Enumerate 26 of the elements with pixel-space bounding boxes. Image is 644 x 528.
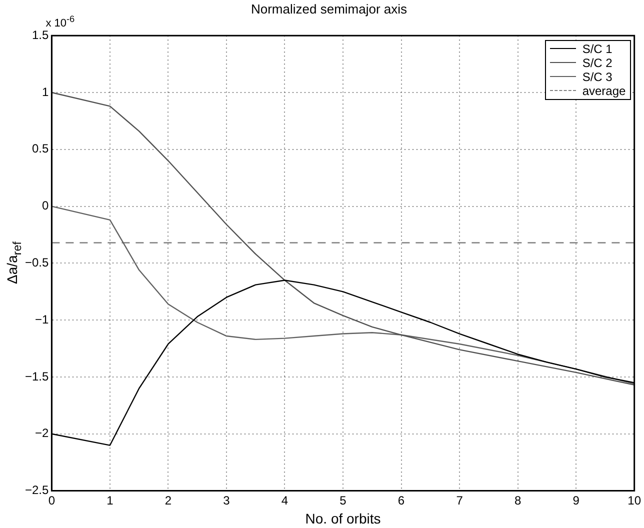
y-tick-label: 1 <box>42 84 49 99</box>
x-axis-title: No. of orbits <box>305 510 381 526</box>
legend-label: S/C 1 <box>582 42 612 56</box>
text: x 10$^{-6}$ <box>46 14 75 30</box>
x-tick-label: 5 <box>340 493 347 508</box>
x-tick-label: 2 <box>164 493 172 508</box>
y-tick-label: −1 <box>35 312 50 326</box>
x-tick-label: 6 <box>398 493 405 508</box>
legend-label: S/C 2 <box>582 56 612 70</box>
legend-label: S/C 3 <box>582 70 612 84</box>
x-tick-label: 1 <box>106 493 114 508</box>
x-tick-label: 7 <box>456 493 464 508</box>
y-tick-label: 1.5 <box>32 28 50 42</box>
y-tick-label: −1.5 <box>24 369 49 384</box>
y-tick-label: 0.5 <box>32 142 50 156</box>
x-tick-label: 10 <box>628 493 642 508</box>
chart-title: Normalized semimajor axis <box>250 1 408 16</box>
y-tick-label: −0.5 <box>24 256 49 270</box>
y-tick-label: −2 <box>35 426 50 440</box>
y-tick-label: 0 <box>42 198 49 213</box>
x-tick-label: 9 <box>572 493 580 508</box>
x-tick-label: 8 <box>514 493 522 508</box>
y-tick-label: −2.5 <box>24 483 49 498</box>
x-tick-label: 4 <box>281 493 288 508</box>
x-tick-label: 3 <box>223 493 230 508</box>
legend-label: average <box>582 84 626 98</box>
